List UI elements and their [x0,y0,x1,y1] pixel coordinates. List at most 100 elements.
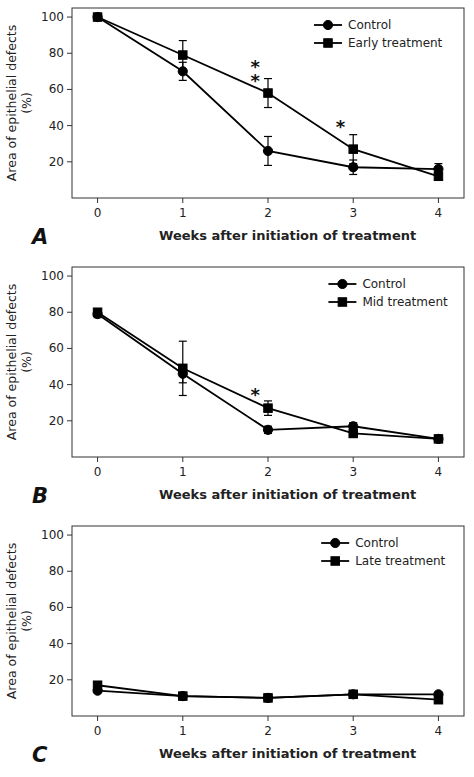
error-bar-cap [179,395,187,396]
background [0,0,474,777]
legend-item: Mid treatment [328,295,448,309]
point [349,690,358,699]
x-tick-label: 0 [94,465,102,479]
error-bar-cap [264,78,272,79]
point [349,145,358,154]
point [264,404,273,413]
point [263,693,272,702]
x-tick [268,716,269,721]
error-bar-cap [179,40,187,41]
x-axis-label: Weeks after initiation of treatment [159,487,416,502]
x-tick-label: 3 [349,465,357,479]
x-tick-label: 3 [349,724,357,738]
y-tick-label: 40 [49,119,64,133]
point [349,690,358,699]
y-tick-label: 60 [49,600,64,614]
legend-label: Mid treatment [362,295,448,309]
y-axis-label-line: Area of epithelial defects [4,543,19,699]
point [93,681,102,690]
x-tick [438,716,439,721]
y-tick-label: 100 [41,269,64,283]
y-axis-label-line: Area of epithelial defects [4,284,19,440]
plot-frame [72,8,464,198]
x-tick [182,716,183,721]
x-tick-label: 2 [264,465,272,479]
x-tick [182,457,183,462]
x-tick [438,198,439,203]
x-axis-label: Weeks after initiation of treatment [159,228,416,243]
legend-marker [331,557,340,566]
point [93,12,102,21]
point [93,13,102,22]
legend-item: Control [321,536,398,550]
error-bar [264,136,272,165]
error-bar [434,696,442,703]
point [263,146,272,155]
y-tick-label: 20 [49,155,64,169]
error-bar-cap [264,400,272,401]
legend-label: Control [362,277,405,291]
x-tick-label: 0 [94,206,102,220]
error-bar [434,173,442,180]
legend: Control Mid treatment [328,277,448,309]
x-tick-label: 2 [264,206,272,220]
x-tick-label: 4 [435,724,443,738]
plot-area [93,308,443,444]
panel-label: A [30,225,48,249]
y-tick [67,53,72,54]
x-axis-label: Weeks after initiation of treatment [159,746,416,761]
error-bar-cap [179,80,187,81]
x-tick [438,457,439,462]
y-tick-label: 40 [49,378,64,392]
error-bar [264,694,272,701]
legend-label: Control [348,18,391,32]
legend: ControlLate treatment [321,536,445,568]
legend-marker [331,538,340,547]
y-tick [67,312,72,313]
legend-marker [338,279,347,288]
error-bar-cap [264,136,272,137]
x-tick [97,198,98,203]
plot-frame [72,526,464,716]
x-tick [97,716,98,721]
annotation: * [251,384,261,405]
legend-label: Control [355,536,398,550]
error-bar-cap [179,341,187,342]
x-tick [353,457,354,462]
series-line [98,314,439,439]
x-tick-label: 2 [264,724,272,738]
error-bar [179,341,187,395]
legend-marker [324,39,333,48]
point [349,163,358,172]
y-tick [67,89,72,90]
y-tick [67,679,72,680]
y-tick-label: 80 [49,305,64,319]
legend-marker [338,298,347,307]
legend-item: Control [314,18,391,32]
error-bar-cap [264,415,272,416]
x-tick-label: 3 [349,206,357,220]
point [179,364,188,373]
y-tick [67,571,72,572]
y-tick-label: 100 [41,10,64,24]
point [179,692,188,701]
plot-frame [72,267,464,457]
error-bar-cap [264,107,272,108]
point [349,429,358,438]
y-tick-label: 100 [41,528,64,542]
x-tick-label: 0 [94,724,102,738]
x-tick-label: 4 [435,206,443,220]
legend-item: Control [328,277,405,291]
error-bar-cap [349,174,357,175]
error-bar-cap [349,163,357,164]
x-tick-label: 1 [179,465,187,479]
error-bar [349,135,357,164]
error-bar-cap [179,69,187,70]
y-axis-label: Area of epithelial defects(%) [4,284,34,440]
y-tick-label: 20 [49,673,64,687]
panel-label: C [32,743,48,767]
x-tick [268,198,269,203]
y-tick [67,535,72,536]
y-tick-label: 60 [49,341,64,355]
y-axis-label-line: Area of epithelial defects [4,25,19,181]
